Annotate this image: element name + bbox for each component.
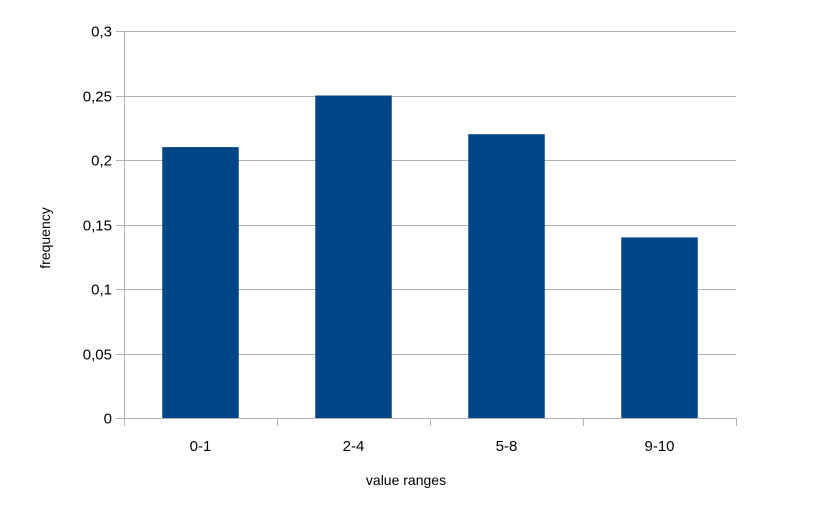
y-tick-label: 0,1 [91, 282, 112, 299]
y-axis-title: frequency [37, 207, 53, 268]
bars [162, 95, 698, 418]
y-tick-label: 0,15 [83, 218, 112, 235]
bar-9-10 [621, 237, 698, 418]
y-tick-label: 0,3 [91, 24, 112, 41]
bar-5-8 [468, 134, 545, 418]
x-tick-label: 5-8 [496, 438, 518, 455]
y-tick-label: 0,05 [83, 347, 112, 364]
x-tick-label: 0-1 [190, 438, 212, 455]
bar-0-1 [162, 147, 239, 418]
y-tick-label: 0,25 [83, 89, 112, 106]
x-tick-label: 9-10 [644, 438, 674, 455]
y-tick-label: 0,2 [91, 153, 112, 170]
x-tick-label: 2-4 [343, 438, 365, 455]
x-axis-title: value ranges [366, 472, 446, 488]
x-axis-ticks: 0-1 2-4 5-8 9-10 [190, 438, 675, 455]
y-axis-ticks: 0 0,05 0,1 0,15 0,2 0,25 0,3 [83, 24, 112, 428]
y-tick-label: 0 [104, 411, 112, 428]
bar-2-4 [315, 95, 392, 418]
